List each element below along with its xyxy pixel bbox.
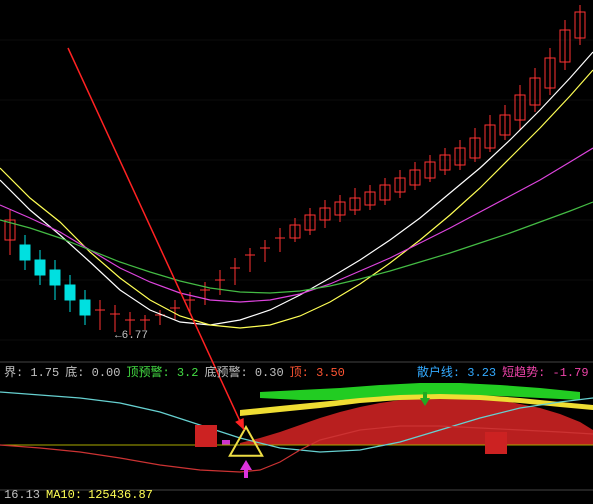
info-item: 顶预警: 3.2	[126, 363, 198, 380]
info-item: 顶: 3.50	[290, 363, 345, 380]
stock-chart-container: ←6.77 界: 1.75 底: 0.00 顶预警: 3.2 底预警: 0.30 顶: …	[0, 0, 593, 504]
candle-body-down	[65, 285, 75, 300]
info-item: 底: 0.00	[65, 363, 120, 380]
info-item: 短趋势: -1.79	[502, 363, 588, 380]
candle-body-down	[80, 300, 90, 315]
bottom-text: MA10:	[46, 488, 82, 502]
bottom-text: 125436.87	[88, 488, 153, 502]
indicator-up-arrow-icon	[240, 460, 252, 478]
chart-canvas[interactable]: ←6.77	[0, 0, 593, 504]
bottom-ma-bar: 16.13 MA10: 125436.87	[4, 488, 159, 502]
indicator-square-1	[485, 432, 507, 454]
info-item: 界: 1.75	[4, 363, 59, 380]
bottom-text: 16.13	[4, 488, 40, 502]
ma-line-3	[0, 202, 593, 293]
indicator-magenta-bar	[222, 440, 230, 445]
candle-body-down	[20, 245, 30, 260]
indicator-info-bar: 界: 1.75 底: 0.00 顶预警: 3.2 底预警: 0.30 顶: 3.50 散户…	[4, 363, 593, 380]
indicator-square-0	[195, 425, 217, 447]
info-item: 底预警: 0.30	[204, 363, 283, 380]
candle-body-down	[35, 260, 45, 275]
low-price-label: ←6.77	[115, 330, 148, 342]
info-item: 散户线: 3.23	[417, 363, 496, 380]
candle-body-down	[50, 270, 60, 285]
